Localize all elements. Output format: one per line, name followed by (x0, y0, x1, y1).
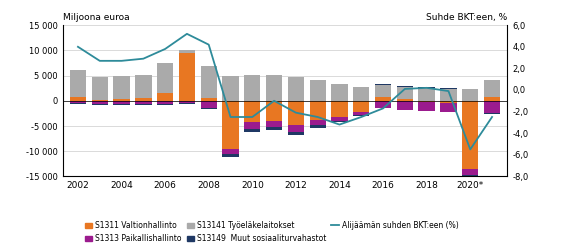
Bar (179, 103, 195, 104)
Bar (484, 80, 500, 97)
Bar (135, 101, 152, 104)
Bar (462, 101, 478, 169)
Bar (70, 103, 86, 104)
Bar (92, 104, 108, 105)
Bar (375, 84, 391, 85)
Bar (92, 77, 108, 100)
Bar (201, 108, 217, 109)
Bar (92, 101, 108, 104)
Bar (353, 112, 369, 115)
Bar (70, 70, 86, 97)
Bar (222, 154, 239, 157)
Bar (418, 88, 435, 101)
Bar (288, 125, 304, 132)
Bar (201, 66, 217, 98)
Bar (331, 84, 348, 101)
Bar (331, 101, 348, 117)
Bar (462, 89, 478, 101)
Bar (157, 104, 173, 105)
Bar (484, 101, 500, 113)
Bar (288, 101, 304, 125)
Bar (440, 88, 457, 89)
Bar (179, 53, 195, 101)
Bar (310, 125, 326, 128)
Bar (266, 127, 282, 130)
Bar (418, 102, 435, 111)
Bar (70, 97, 86, 101)
Text: Suhde BKT:een, %: Suhde BKT:een, % (426, 13, 507, 22)
Bar (397, 99, 413, 101)
Bar (310, 101, 326, 120)
Bar (484, 97, 500, 101)
Legend: S1311 Valtionhallinto, S1313 Paikallishallinto, S13141 Työeläkelaitokset, S13149: S1311 Valtionhallinto, S1313 Paikallisha… (85, 221, 459, 243)
Bar (157, 63, 173, 93)
Bar (244, 129, 260, 132)
Bar (462, 169, 478, 175)
Bar (266, 101, 282, 121)
Bar (157, 93, 173, 101)
Bar (244, 75, 260, 101)
Bar (375, 101, 391, 108)
Bar (418, 101, 435, 102)
Bar (135, 75, 152, 98)
Bar (418, 87, 435, 88)
Bar (331, 117, 348, 121)
Bar (331, 121, 348, 122)
Bar (353, 101, 369, 112)
Bar (222, 149, 239, 154)
Bar (135, 104, 152, 105)
Bar (353, 87, 369, 101)
Bar (179, 50, 195, 53)
Bar (244, 122, 260, 129)
Bar (222, 101, 239, 149)
Bar (179, 101, 195, 103)
Bar (375, 85, 391, 97)
Bar (266, 75, 282, 101)
Bar (113, 104, 130, 105)
Bar (70, 101, 86, 103)
Bar (244, 101, 260, 122)
Bar (397, 101, 413, 110)
Bar (440, 89, 457, 101)
Bar (440, 101, 457, 103)
Bar (397, 86, 413, 87)
Bar (113, 101, 130, 104)
Bar (397, 87, 413, 99)
Text: Miljoona euroa: Miljoona euroa (63, 13, 129, 22)
Bar (201, 98, 217, 101)
Bar (484, 113, 500, 114)
Bar (135, 98, 152, 101)
Bar (353, 115, 369, 116)
Bar (310, 80, 326, 101)
Bar (440, 103, 457, 112)
Bar (288, 132, 304, 135)
Bar (92, 100, 108, 101)
Bar (288, 77, 304, 101)
Bar (113, 99, 130, 101)
Bar (157, 101, 173, 104)
Bar (113, 76, 130, 99)
Bar (310, 120, 326, 125)
Bar (462, 175, 478, 177)
Bar (266, 121, 282, 127)
Bar (201, 101, 217, 108)
Bar (375, 97, 391, 101)
Bar (222, 76, 239, 101)
